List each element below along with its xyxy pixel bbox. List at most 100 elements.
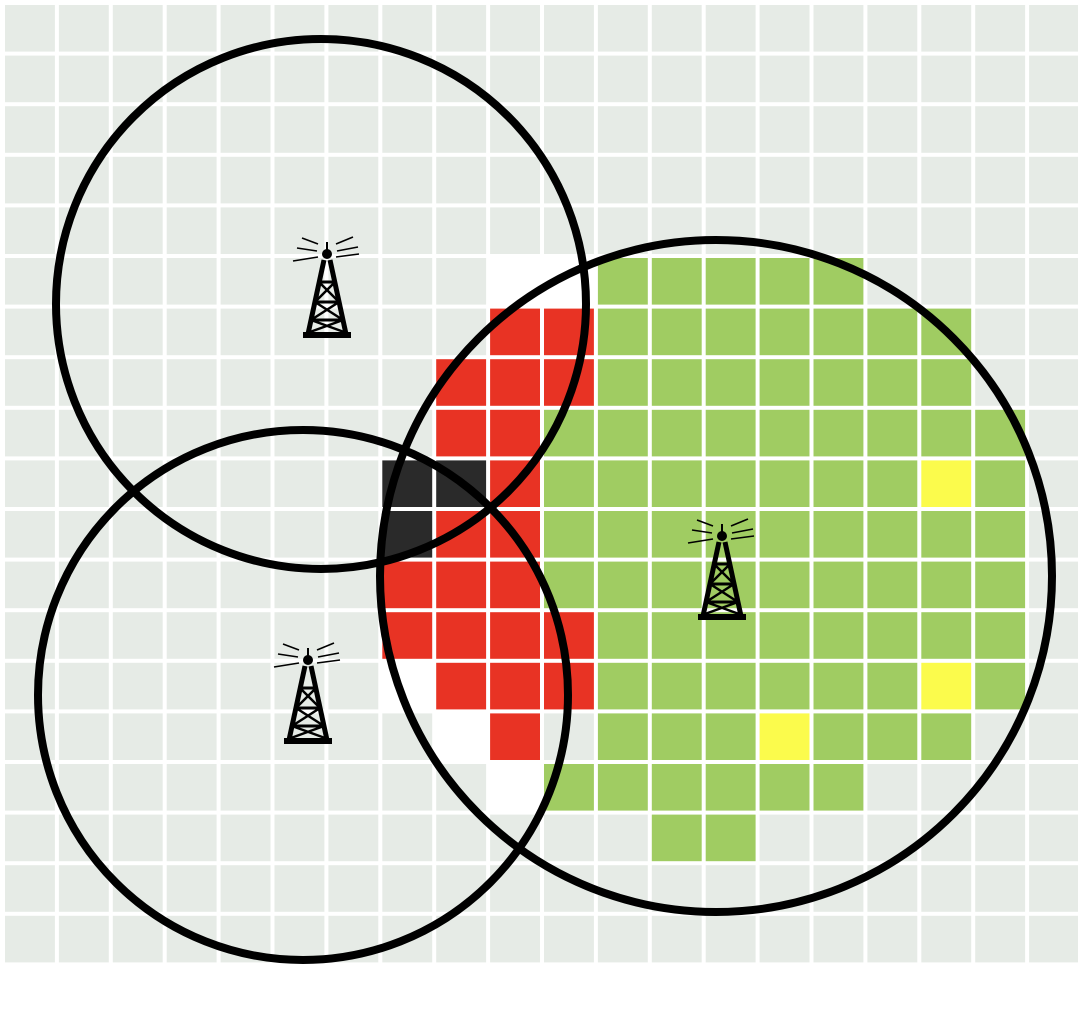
grid-cell-green [867, 359, 917, 406]
grid-cell-green [652, 612, 702, 659]
grid-cell-gray [5, 410, 55, 457]
grid-cell-gray [382, 309, 432, 356]
grid-cell-gray [5, 157, 55, 204]
grid-cell-green [867, 410, 917, 457]
grid-cell-gray [867, 207, 917, 254]
grid-cell-green [975, 663, 1025, 710]
grid-cell-gray [921, 916, 971, 963]
grid-cell-gray [59, 916, 109, 963]
grid-cell-gray [221, 106, 271, 153]
grid-cell-green [598, 612, 648, 659]
grid-cell-gray [113, 663, 163, 710]
grid-cell-green [921, 410, 971, 457]
grid-cell-gray [867, 106, 917, 153]
grid-cell-gray [59, 56, 109, 103]
grid-cell-green [921, 511, 971, 558]
grid-cell-gray [814, 5, 864, 52]
grid-cell-green [814, 713, 864, 760]
grid-cell-green [652, 562, 702, 609]
grid-cell-green [760, 764, 810, 811]
grid-cell-green [814, 612, 864, 659]
grid-cell-gray [167, 207, 217, 254]
grid-cell-gray [113, 562, 163, 609]
grid-cell-gray [5, 562, 55, 609]
grid-cell-gray [1029, 815, 1078, 862]
grid-cell-gray [544, 56, 594, 103]
grid-cell-gray [221, 460, 271, 507]
grid-cell-gray [275, 56, 325, 103]
grid-cell-gray [328, 511, 378, 558]
grid-cell-gray [1029, 764, 1078, 811]
grid-cell-yellow [760, 713, 810, 760]
grid-cell-gray [328, 106, 378, 153]
grid-cell-gray [221, 56, 271, 103]
grid-cell-gray [436, 106, 486, 153]
grid-cell-gray [544, 916, 594, 963]
grid-cell-red [436, 612, 486, 659]
grid-cell-gray [221, 562, 271, 609]
grid-cell-gray [760, 157, 810, 204]
grid-cell-gray [598, 5, 648, 52]
grid-cell-green [598, 460, 648, 507]
grid-cell-green [867, 562, 917, 609]
grid-cell-green [760, 410, 810, 457]
grid-cell-gray [652, 106, 702, 153]
grid-cell-green [975, 511, 1025, 558]
grid-cell-green [706, 713, 756, 760]
grid-cell-gray [59, 258, 109, 305]
grid-cell-gray [275, 612, 325, 659]
grid-cell-green [760, 359, 810, 406]
grid-cell-green [760, 309, 810, 356]
grid-cell-gray [328, 56, 378, 103]
grid-cell-gray [436, 309, 486, 356]
grid-cell-green [814, 460, 864, 507]
grid-cell-gray [59, 460, 109, 507]
grid-cell-green [814, 309, 864, 356]
grid-cell-gray [59, 764, 109, 811]
grid-cell-red [490, 359, 540, 406]
grid-cell-gray [113, 157, 163, 204]
grid-cell-gray [1029, 207, 1078, 254]
grid-cell-green [598, 562, 648, 609]
grid-cell-gray [221, 865, 271, 912]
grid-cell-gray [490, 5, 540, 52]
grid-cell-green [652, 815, 702, 862]
grid-cell-green [652, 359, 702, 406]
grid-cell-gray [113, 5, 163, 52]
grid-cell-gray [867, 157, 917, 204]
grid-cell-gray [221, 359, 271, 406]
grid-cell-gray [1029, 359, 1078, 406]
grid-cell-gray [706, 56, 756, 103]
grid-cell-gray [59, 612, 109, 659]
grid-cell-gray [5, 56, 55, 103]
grid-cell-gray [598, 157, 648, 204]
grid-cell-gray [814, 815, 864, 862]
grid-cell-gray [1029, 865, 1078, 912]
grid-cell-green [867, 713, 917, 760]
grid-cell-gray [814, 157, 864, 204]
grid-cell-gray [328, 815, 378, 862]
grid-cell-gray [275, 815, 325, 862]
grid-cell-gray [706, 157, 756, 204]
grid-cell-gray [221, 309, 271, 356]
grid-cell-gray [167, 815, 217, 862]
grid-cell-green [706, 663, 756, 710]
grid-cell-green [867, 460, 917, 507]
grid-cell-gray [814, 56, 864, 103]
grid-cell-green [652, 663, 702, 710]
grid-cell-gray [921, 157, 971, 204]
grid-cell-gray [59, 663, 109, 710]
grid-cell-gray [328, 157, 378, 204]
grid-cell-gray [275, 460, 325, 507]
grid-cell-gray [167, 359, 217, 406]
grid-cell-gray [490, 916, 540, 963]
grid-cell-gray [221, 663, 271, 710]
grid-cell-green [975, 460, 1025, 507]
grid-cell-green [706, 764, 756, 811]
grid-cell-gray [1029, 612, 1078, 659]
grid-cell-gray [167, 157, 217, 204]
grid-cell-green [598, 258, 648, 305]
grid-cell-green [598, 309, 648, 356]
grid-cell-green [760, 511, 810, 558]
grid-cell-gray [706, 916, 756, 963]
